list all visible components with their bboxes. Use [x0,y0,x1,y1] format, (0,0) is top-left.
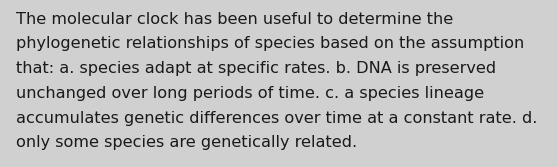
Text: that: a. species adapt at specific rates. b. DNA is preserved: that: a. species adapt at specific rates… [16,61,496,76]
Text: unchanged over long periods of time. c. a species lineage: unchanged over long periods of time. c. … [16,86,484,101]
Text: only some species are genetically related.: only some species are genetically relate… [16,135,357,150]
Text: The molecular clock has been useful to determine the: The molecular clock has been useful to d… [16,12,453,27]
Text: accumulates genetic differences over time at a constant rate. d.: accumulates genetic differences over tim… [16,111,537,126]
Text: phylogenetic relationships of species based on the assumption: phylogenetic relationships of species ba… [16,36,524,51]
